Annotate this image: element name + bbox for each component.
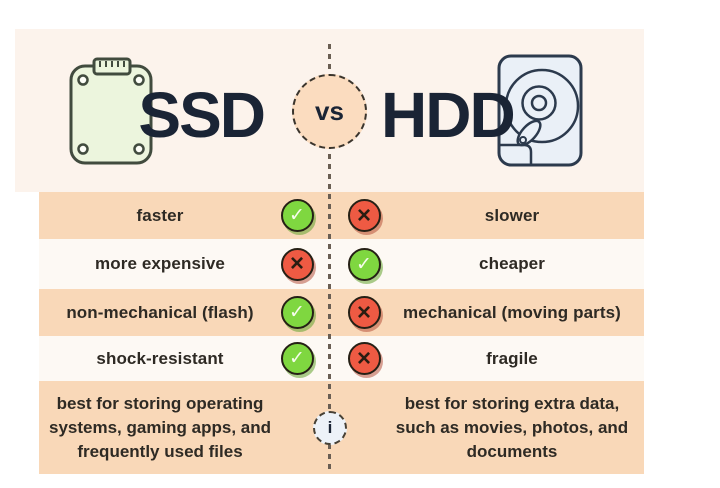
- table-row-speed: faster ✓ × slower: [39, 192, 644, 239]
- cross-icon: ×: [347, 199, 381, 232]
- cross-icon: ×: [347, 296, 381, 329]
- table-row-best-use: best for storing operating systems, gami…: [39, 381, 644, 474]
- cross-icon: ×: [280, 247, 314, 281]
- ssd-drive-icon: [69, 57, 153, 164]
- hdd-title: HDD: [381, 78, 516, 151]
- hdd-durability-label: fragile: [486, 348, 538, 368]
- ssd-speed-label: faster: [136, 205, 184, 225]
- hdd-mechanism-label: mechanical (moving parts): [403, 302, 621, 322]
- ssd-price-label: more expensive: [95, 254, 225, 273]
- ssd-best-use-text: best for storing operating systems, gami…: [48, 393, 271, 461]
- hdd-speed-label: slower: [484, 205, 540, 225]
- table-row-price: more expensive × ✓ cheaper: [39, 239, 644, 289]
- ssd-durability-label: shock-resistant: [96, 348, 224, 368]
- info-badge: i: [313, 411, 347, 445]
- ssd-title: SSD: [138, 78, 266, 151]
- table-row-durability: shock-resistant ✓ × fragile: [39, 336, 644, 381]
- table-row-mechanism: non-mechanical (flash) ✓ × mechanical (m…: [39, 289, 644, 336]
- check-icon: ✓: [280, 342, 314, 375]
- center-dashed-divider: [328, 44, 331, 474]
- header-left-group: SSD: [15, 56, 292, 166]
- info-icon: i: [327, 418, 333, 437]
- cross-icon: ×: [347, 342, 381, 375]
- check-icon: ✓: [280, 296, 314, 329]
- check-icon: ✓: [347, 247, 381, 281]
- comparison-table: faster ✓ × slower more expensive × ✓ che…: [39, 192, 644, 474]
- hdd-drive-icon: [497, 54, 583, 167]
- hdd-best-use-text: best for storing extra data, such as mov…: [395, 393, 629, 461]
- check-icon: ✓: [280, 199, 314, 232]
- hdd-price-label: cheaper: [479, 254, 545, 273]
- header-right-group: HDD: [367, 53, 644, 168]
- vs-label: vs: [315, 96, 344, 126]
- vs-badge: vs: [292, 74, 367, 149]
- ssd-mechanism-label: non-mechanical (flash): [66, 302, 254, 322]
